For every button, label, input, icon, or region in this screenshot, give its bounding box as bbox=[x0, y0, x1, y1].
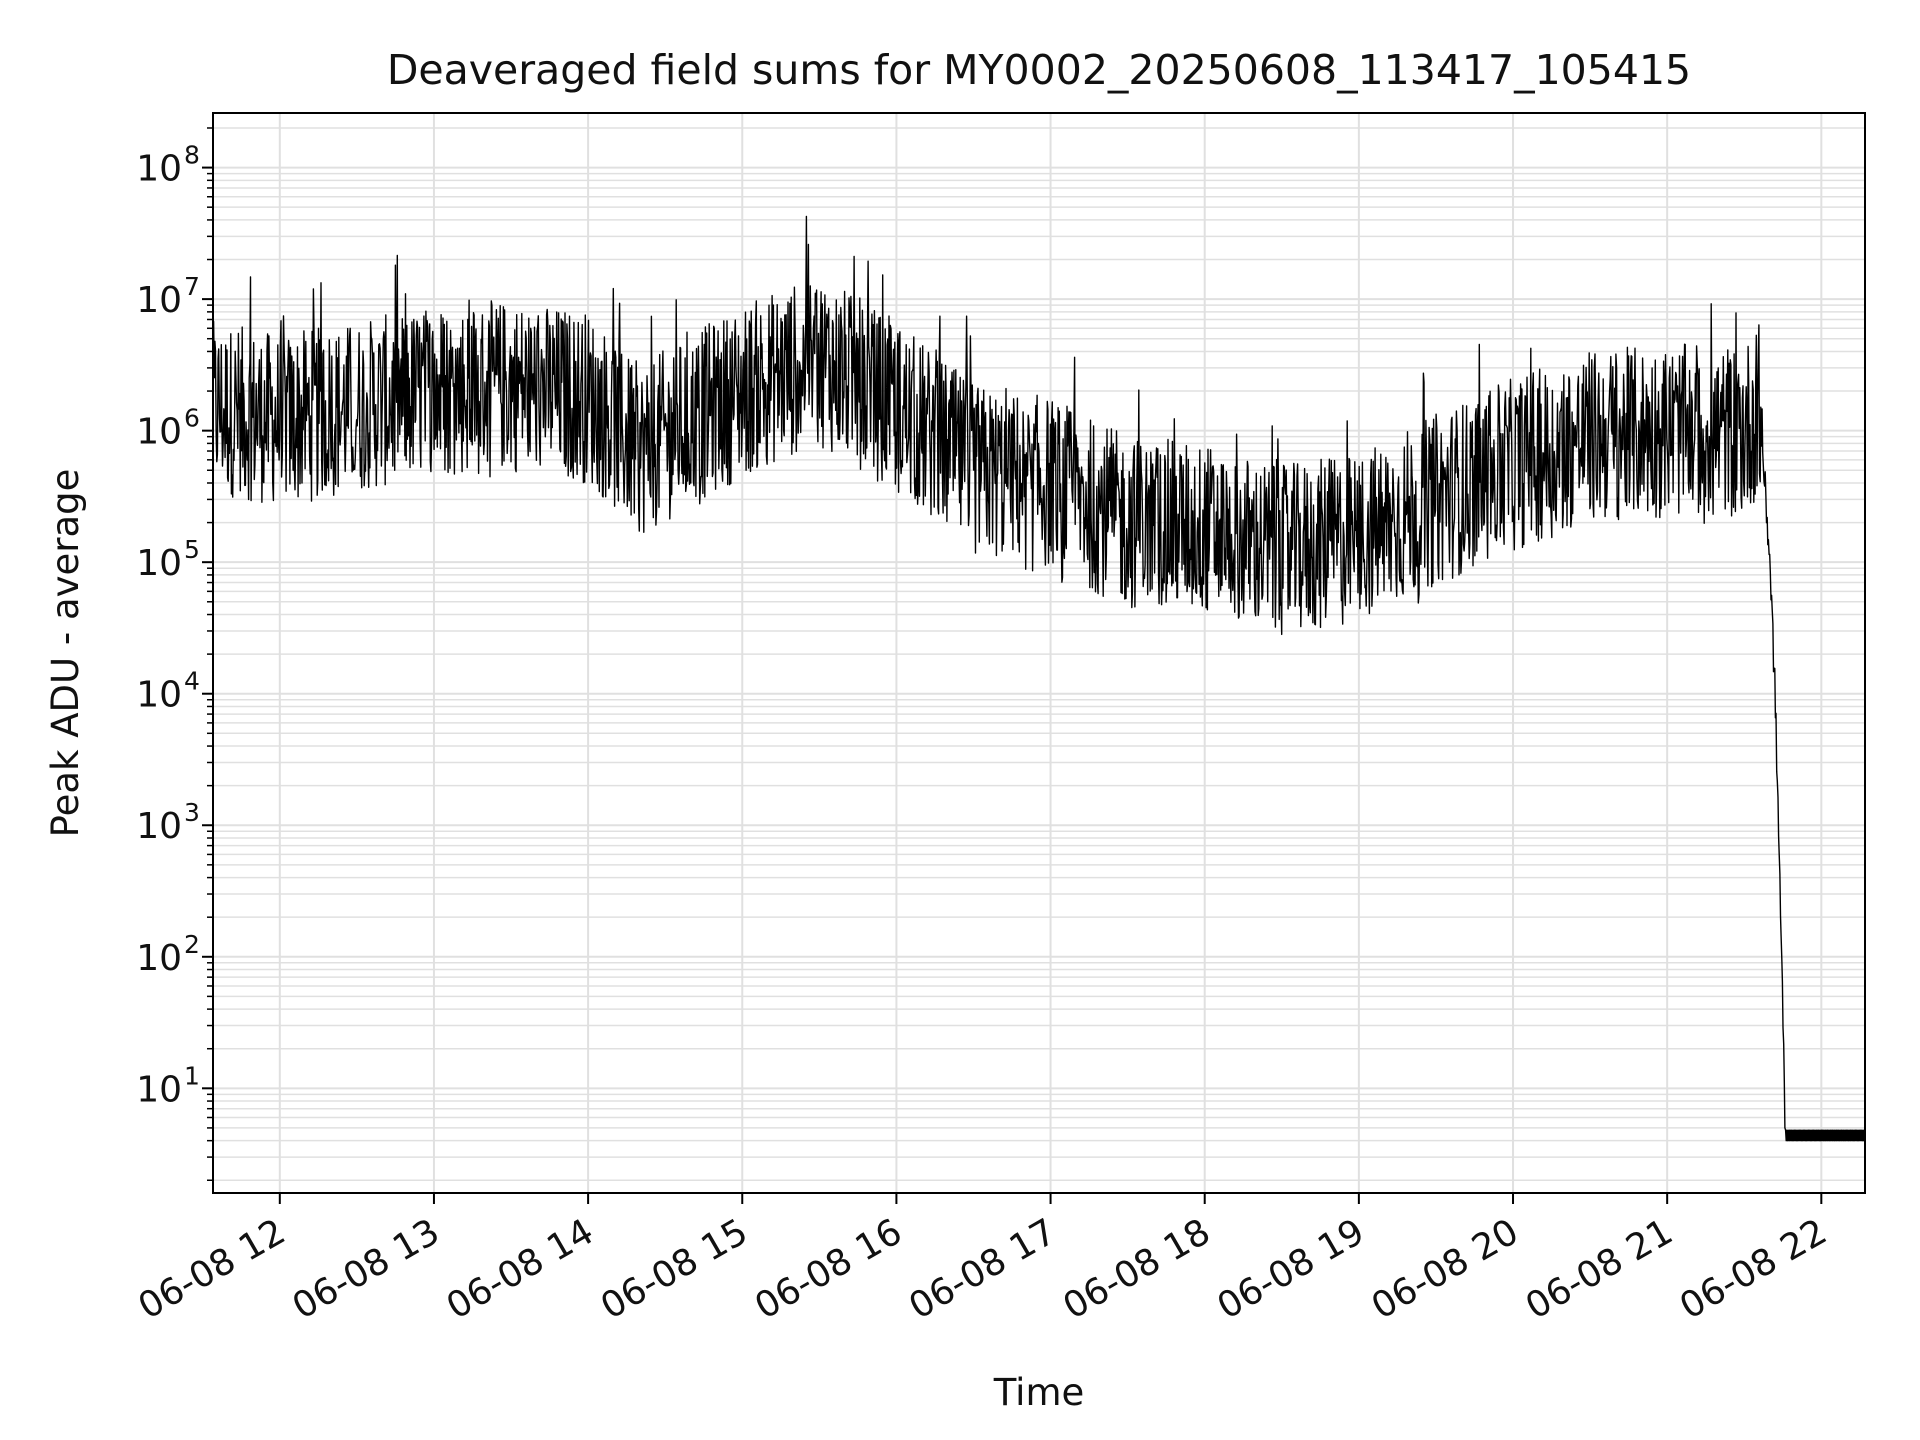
y-tick-exponent: 7 bbox=[184, 272, 200, 301]
y-tick-exponent: 3 bbox=[184, 798, 200, 827]
y-tick-exponent: 2 bbox=[184, 930, 200, 959]
y-tick-text: 10 bbox=[136, 543, 182, 584]
y-tick-text: 10 bbox=[136, 806, 182, 847]
y-tick-label: 10 6 bbox=[136, 404, 200, 453]
x-axis-label: Time bbox=[993, 1371, 1085, 1414]
series-line bbox=[212, 215, 1866, 1142]
y-tick-label: 10 5 bbox=[136, 535, 200, 584]
y-tick-text: 10 bbox=[136, 1069, 182, 1110]
y-tick-text: 10 bbox=[136, 412, 182, 453]
y-tick-exponent: 4 bbox=[184, 667, 200, 696]
data-series bbox=[212, 215, 1866, 1142]
y-tick-text: 10 bbox=[136, 280, 182, 321]
grid-lines bbox=[213, 113, 1865, 1193]
y-tick-exponent: 1 bbox=[184, 1061, 200, 1090]
y-tick-exponent: 6 bbox=[184, 404, 200, 433]
y-tick-label: 10 8 bbox=[136, 141, 200, 190]
y-tick-text: 10 bbox=[136, 938, 182, 979]
y-tick-label: 10 2 bbox=[136, 930, 200, 979]
y-tick-text: 10 bbox=[136, 149, 182, 190]
y-tick-label: 10 7 bbox=[136, 272, 200, 321]
plot-frame bbox=[212, 112, 1866, 1194]
chart-title: Deaveraged field sums for MY0002_2025060… bbox=[387, 46, 1691, 94]
y-axis-label: Peak ADU - average bbox=[44, 469, 87, 838]
y-tick-exponent: 8 bbox=[184, 141, 200, 170]
y-tick-label: 10 4 bbox=[136, 667, 200, 716]
y-tick-exponent: 5 bbox=[184, 535, 200, 564]
y-tick-text: 10 bbox=[136, 675, 182, 716]
y-tick-label: 10 1 bbox=[136, 1061, 200, 1110]
y-tick-label: 10 3 bbox=[136, 798, 200, 847]
